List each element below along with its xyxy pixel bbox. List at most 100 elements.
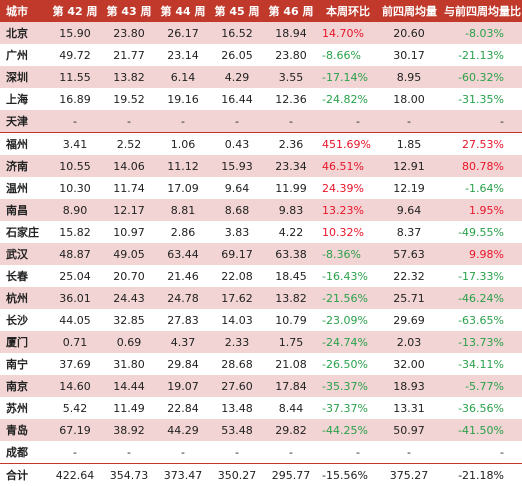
four-week-avg-cell: 25.71: [378, 287, 440, 309]
week-over-week-cell: -16.43%: [318, 265, 378, 287]
week-43-cell: 31.80: [102, 353, 156, 375]
week-45-cell: 4.29: [210, 66, 264, 88]
week-45-cell: 350.27: [210, 464, 264, 486]
city-cell: 苏州: [0, 397, 48, 419]
four-week-avg-cell: 2.03: [378, 331, 440, 353]
week-46-cell: 18.45: [264, 265, 318, 287]
week-42-cell: 10.55: [48, 155, 102, 177]
header-week-43: 第 43 周: [102, 0, 156, 22]
four-week-avg-cell: 13.31: [378, 397, 440, 419]
week-42-cell: 48.87: [48, 243, 102, 265]
week-43-cell: 49.05: [102, 243, 156, 265]
week-46-cell: 295.77: [264, 464, 318, 486]
week-over-week-cell: -44.25%: [318, 419, 378, 441]
week-42-cell: 5.42: [48, 397, 102, 419]
four-week-avg-cell: 32.00: [378, 353, 440, 375]
week-45-cell: 53.48: [210, 419, 264, 441]
week-43-cell: 354.73: [102, 464, 156, 486]
week-43-cell: 0.69: [102, 331, 156, 353]
table-row: 天津--------: [0, 110, 522, 133]
week-over-week-cell: -24.82%: [318, 88, 378, 110]
week-46-cell: 17.84: [264, 375, 318, 397]
vs-four-week-avg-cell: 80.78%: [440, 155, 522, 177]
week-43-cell: 10.97: [102, 221, 156, 243]
four-week-avg-cell: 20.60: [378, 22, 440, 44]
city-cell: 南京: [0, 375, 48, 397]
four-week-avg-cell: 29.69: [378, 309, 440, 331]
week-44-cell: 19.16: [156, 88, 210, 110]
week-45-cell: 28.68: [210, 353, 264, 375]
city-cell: 福州: [0, 133, 48, 156]
week-44-cell: 27.83: [156, 309, 210, 331]
week-46-cell: 1.75: [264, 331, 318, 353]
week-42-cell: 49.72: [48, 44, 102, 66]
week-42-cell: 422.64: [48, 464, 102, 486]
week-43-cell: 14.44: [102, 375, 156, 397]
week-42-cell: 10.30: [48, 177, 102, 199]
week-43-cell: 2.52: [102, 133, 156, 156]
city-cell: 广州: [0, 44, 48, 66]
week-42-cell: 3.41: [48, 133, 102, 156]
four-week-avg-cell: 8.37: [378, 221, 440, 243]
city-cell: 北京: [0, 22, 48, 44]
week-42-cell: -: [48, 441, 102, 464]
week-44-cell: 4.37: [156, 331, 210, 353]
vs-four-week-avg-cell: -: [440, 441, 522, 464]
week-over-week-cell: -26.50%: [318, 353, 378, 375]
vs-four-week-avg-cell: -34.11%: [440, 353, 522, 375]
week-45-cell: 15.93: [210, 155, 264, 177]
week-44-cell: 21.46: [156, 265, 210, 287]
week-44-cell: 22.84: [156, 397, 210, 419]
week-46-cell: 63.38: [264, 243, 318, 265]
week-45-cell: 16.52: [210, 22, 264, 44]
week-46-cell: 2.36: [264, 133, 318, 156]
week-45-cell: -: [210, 441, 264, 464]
week-over-week-cell: 24.39%: [318, 177, 378, 199]
header-city: 城市: [0, 0, 48, 22]
header-week-44: 第 44 周: [156, 0, 210, 22]
city-cell: 长春: [0, 265, 48, 287]
four-week-avg-cell: 22.32: [378, 265, 440, 287]
week-44-cell: -: [156, 110, 210, 133]
week-over-week-cell: -35.37%: [318, 375, 378, 397]
week-44-cell: 1.06: [156, 133, 210, 156]
week-43-cell: 38.92: [102, 419, 156, 441]
city-cell: 南宁: [0, 353, 48, 375]
four-week-avg-cell: 50.97: [378, 419, 440, 441]
header-week-42: 第 42 周: [48, 0, 102, 22]
four-week-avg-cell: 18.93: [378, 375, 440, 397]
week-45-cell: 27.60: [210, 375, 264, 397]
week-44-cell: 373.47: [156, 464, 210, 486]
week-over-week-cell: 13.23%: [318, 199, 378, 221]
data-sheet: 城市 第 42 周 第 43 周 第 44 周 第 45 周 第 46 周 本周…: [0, 0, 522, 461]
header-vs-four-week-avg: 与前四周均量比: [440, 0, 522, 22]
vs-four-week-avg-cell: -49.55%: [440, 221, 522, 243]
week-43-cell: 24.43: [102, 287, 156, 309]
four-week-avg-cell: -: [378, 110, 440, 133]
week-over-week-cell: 10.32%: [318, 221, 378, 243]
city-cell: 长沙: [0, 309, 48, 331]
week-43-cell: 32.85: [102, 309, 156, 331]
week-45-cell: 2.33: [210, 331, 264, 353]
week-45-cell: 0.43: [210, 133, 264, 156]
week-42-cell: 11.55: [48, 66, 102, 88]
vs-four-week-avg-cell: -17.33%: [440, 265, 522, 287]
week-46-cell: 21.08: [264, 353, 318, 375]
week-42-cell: 25.04: [48, 265, 102, 287]
city-cell: 济南: [0, 155, 48, 177]
week-46-cell: -: [264, 110, 318, 133]
week-44-cell: 29.84: [156, 353, 210, 375]
city-cell: 合计: [0, 464, 48, 486]
vs-four-week-avg-cell: -63.65%: [440, 309, 522, 331]
week-over-week-cell: 451.69%: [318, 133, 378, 156]
city-cell: 成都: [0, 441, 48, 464]
week-46-cell: 8.44: [264, 397, 318, 419]
week-45-cell: 3.83: [210, 221, 264, 243]
